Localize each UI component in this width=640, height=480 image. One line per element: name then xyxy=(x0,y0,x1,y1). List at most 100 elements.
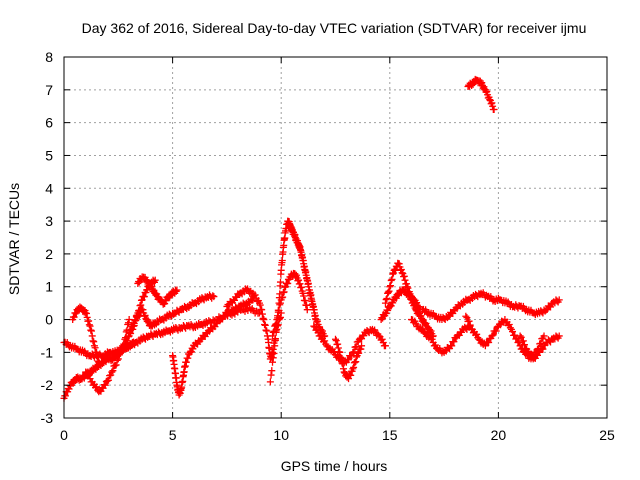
y-tick-label: 4 xyxy=(45,180,53,196)
data-point xyxy=(116,349,124,357)
data-point xyxy=(93,353,101,361)
data-point xyxy=(383,294,391,302)
data-point xyxy=(384,307,392,315)
data-point xyxy=(465,317,473,325)
data-point xyxy=(269,328,277,336)
data-point xyxy=(337,353,345,361)
data-point xyxy=(313,325,321,333)
y-tick-label: 3 xyxy=(45,213,53,229)
series-arc-h xyxy=(169,295,257,399)
data-point xyxy=(83,313,91,321)
chart-title: Day 362 of 2016, Sidereal Day-to-day VTE… xyxy=(82,20,587,36)
data-point xyxy=(161,300,169,308)
data-point xyxy=(310,322,318,330)
data-point xyxy=(292,273,300,281)
data-point xyxy=(258,306,266,314)
data-point xyxy=(300,292,308,300)
series-arc-f xyxy=(125,291,218,337)
data-point xyxy=(516,332,524,340)
series-arc-s xyxy=(516,332,563,363)
data-point xyxy=(122,334,130,342)
data-point xyxy=(386,283,394,291)
data-point xyxy=(520,341,528,349)
data-point xyxy=(127,326,135,334)
data-point xyxy=(555,332,563,340)
data-point xyxy=(449,310,457,318)
data-point xyxy=(150,277,158,285)
data-point xyxy=(349,365,357,373)
data-point xyxy=(337,354,345,362)
series-arc-o xyxy=(377,286,424,324)
data-point xyxy=(547,303,555,311)
data-point xyxy=(114,355,122,363)
data-point xyxy=(162,297,170,305)
data-point xyxy=(555,296,563,304)
data-points xyxy=(60,75,563,402)
data-point xyxy=(85,371,93,379)
data-point xyxy=(488,99,496,107)
data-point xyxy=(249,296,257,304)
data-point xyxy=(357,345,365,353)
data-point xyxy=(332,337,340,345)
data-point xyxy=(401,276,409,284)
series-arc-c xyxy=(69,303,103,366)
data-point xyxy=(274,314,282,322)
x-tick-label: 10 xyxy=(273,427,289,443)
data-point xyxy=(276,301,284,309)
data-point xyxy=(141,311,149,319)
data-point xyxy=(389,270,397,278)
data-point xyxy=(279,293,287,301)
data-point xyxy=(210,293,218,301)
series-arc-g xyxy=(134,273,181,308)
data-point xyxy=(258,310,266,318)
data-point xyxy=(387,282,395,290)
data-point xyxy=(382,296,390,304)
data-point xyxy=(352,353,360,361)
data-point xyxy=(101,381,109,389)
data-point xyxy=(347,371,355,379)
data-point xyxy=(284,279,292,287)
series-arc-q xyxy=(418,289,563,324)
data-point xyxy=(271,321,279,329)
data-point xyxy=(339,365,347,373)
data-point xyxy=(112,361,120,369)
data-point xyxy=(492,327,500,335)
data-point xyxy=(488,332,496,340)
data-point xyxy=(269,348,277,356)
series-arc-r xyxy=(462,312,548,363)
data-point xyxy=(540,332,548,340)
data-point xyxy=(378,335,386,343)
data-point xyxy=(276,278,284,286)
data-point xyxy=(387,302,395,310)
data-point xyxy=(90,338,98,346)
data-point xyxy=(261,321,269,329)
y-tick-label: -1 xyxy=(41,344,54,360)
data-point xyxy=(151,276,159,284)
data-point xyxy=(269,354,277,362)
data-point xyxy=(109,367,117,375)
data-point xyxy=(462,312,470,320)
data-point xyxy=(382,310,390,318)
data-point xyxy=(350,348,358,356)
data-point xyxy=(296,280,304,288)
data-point xyxy=(303,306,311,314)
data-point xyxy=(397,265,405,273)
data-point xyxy=(124,320,132,328)
data-point xyxy=(272,320,280,328)
data-point xyxy=(107,371,115,379)
data-point xyxy=(428,335,436,343)
data-point xyxy=(184,354,192,362)
data-point xyxy=(387,276,395,284)
data-point xyxy=(88,327,96,335)
data-point xyxy=(65,385,73,393)
data-point xyxy=(251,291,259,299)
data-point xyxy=(375,332,383,340)
data-point xyxy=(389,299,397,307)
data-point xyxy=(89,337,97,345)
data-point xyxy=(120,340,128,348)
data-point xyxy=(95,358,103,366)
data-point xyxy=(88,332,96,340)
data-point xyxy=(336,348,344,356)
